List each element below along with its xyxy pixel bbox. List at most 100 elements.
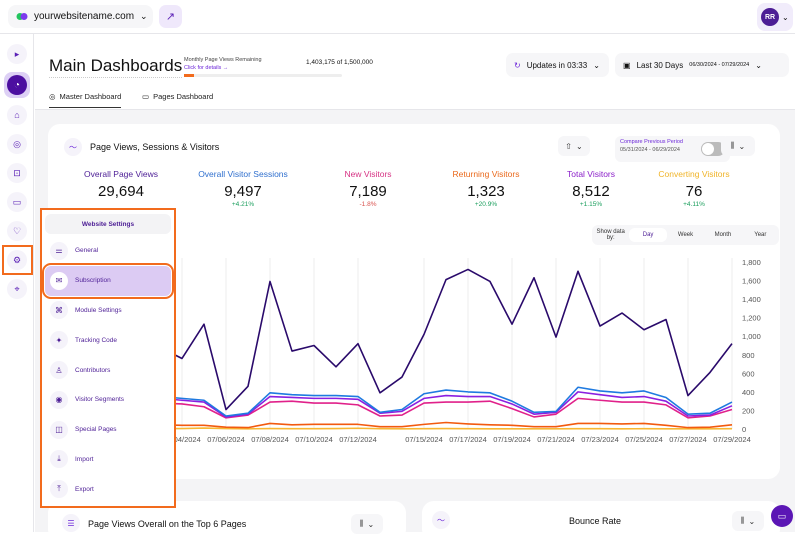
quota-progress-fill: [184, 74, 195, 77]
database-icon: ☰: [62, 514, 80, 532]
sidebar-item-recordings[interactable]: ⊡: [7, 163, 27, 183]
metric-change: +4.21%: [231, 201, 255, 208]
sidebar-item-store[interactable]: ⌂: [7, 105, 27, 125]
menu-item-label: Export: [75, 485, 94, 493]
user-menu[interactable]: RR ⌄: [757, 3, 793, 31]
bag-icon: ⌂: [14, 110, 20, 120]
menu-item-contributors[interactable]: ♙ Contributors: [42, 355, 174, 385]
y-tick-label: 1,600: [742, 277, 761, 286]
video-icon: ▭: [142, 92, 150, 101]
chevron-down-icon: ⌄: [782, 12, 789, 22]
website-settings-menu: Website Settings ⚌ General ✉ Subscription ⌘ M…: [40, 208, 176, 508]
card-title: Page Views Overall on the Top 6 Pages: [88, 519, 247, 529]
download-icon: ⤓: [50, 450, 68, 469]
chart-icon: 〜: [64, 138, 82, 156]
bounce-rate-card: 〜 Bounce Rate ⫼ ⌄: [422, 501, 780, 541]
spiral-icon: ◎: [13, 138, 21, 149]
menu-item-label: Tracking Code: [75, 336, 118, 344]
menu-item-module-settings[interactable]: ⌘ Module Settings: [42, 296, 174, 326]
chevron-down-icon: ⌄: [140, 11, 148, 21]
sidebar-item-location[interactable]: ⌖: [7, 279, 27, 299]
series-line-total-visitors: [159, 391, 733, 418]
x-tick-label: 07/10/2024: [295, 435, 333, 444]
series-line-returning-visitors: [159, 421, 733, 429]
show-by-month[interactable]: Month: [714, 232, 732, 238]
gear-icon: ⚙: [12, 254, 22, 265]
chat-icon: ▭: [12, 196, 22, 207]
metric-name: Returning Visitors: [452, 169, 520, 179]
card-title: Page Views, Sessions & Visitors: [90, 142, 220, 152]
collapse-button[interactable]: ▸: [7, 44, 27, 64]
play-circle-icon: ▸: [14, 48, 20, 59]
x-tick-label: 07/06/2024: [207, 435, 245, 444]
quota-label: Monthly Page Views Remaining: [184, 57, 262, 63]
metric-name: Total Visitors: [566, 169, 616, 179]
sidebar-item-chat[interactable]: ▭: [7, 192, 27, 212]
show-by-week[interactable]: Week: [677, 232, 694, 238]
sidebar-item-settings[interactable]: ⚙: [7, 250, 27, 270]
metric-change: +4.11%: [683, 201, 705, 208]
metric-2: New Visitors 7,189 -1.8%: [303, 169, 433, 208]
menu-item-tracking-code[interactable]: ✦ Tracking Code: [42, 325, 174, 355]
show-data-by: Show data by: Day Week Month Year: [592, 225, 779, 245]
x-tick-label: 07/04/2024: [163, 435, 201, 444]
metric-name: Overall Visitor Sessions: [198, 169, 288, 179]
menu-item-subscription[interactable]: ✉ Subscription: [42, 262, 174, 299]
sparkle-icon: ✦: [50, 331, 68, 350]
metric-0: Overall Page Views 29,694: [56, 169, 186, 201]
tab-label: Pages Dashboard: [153, 92, 214, 101]
menu-item-special-pages[interactable]: ◫ Special Pages: [42, 415, 174, 445]
export-button[interactable]: ⇧ ⌄: [558, 136, 590, 156]
compare-toggle[interactable]: [701, 142, 725, 156]
menu-item-label: Import: [75, 455, 94, 463]
show-by-day[interactable]: Day: [629, 228, 667, 242]
menu-item-export[interactable]: ⤒ Export: [42, 474, 174, 504]
menu-item-visitor-segments[interactable]: ◉ Visitor Segments: [42, 385, 174, 415]
updates-dropdown[interactable]: ↻ Updates in 03:33 ⌄: [506, 53, 609, 77]
site-logo-icon: [16, 12, 28, 21]
series-line-converting-visitors: [160, 427, 733, 430]
sliders-icon: ⫼: [740, 516, 745, 525]
line-chart: 07/04/2024 07/06/2024 07/08/2024 07/10/2024…: [159, 258, 761, 444]
external-link-icon: ↗: [165, 11, 176, 23]
metric-value: 29,694: [98, 183, 144, 200]
metric-value: 8,512: [572, 183, 610, 200]
sidebar-item-heatmaps[interactable]: ◎: [7, 134, 27, 154]
top-bar: yourwebsitename.com ⌄ ↗ RR ⌄: [0, 0, 795, 34]
sidebar-item-security[interactable]: ♡: [7, 221, 27, 241]
website-selector[interactable]: yourwebsitename.com ⌄: [8, 5, 153, 28]
user-icon: ♙: [50, 361, 68, 380]
range-dates: 06/30/2024 - 07/29/2024: [689, 62, 750, 68]
tab-pages-dashboard[interactable]: ▭ Pages Dashboard: [142, 92, 213, 101]
x-tick-label: 07/15/2024: [405, 435, 443, 444]
user-circle-icon: ◉: [50, 390, 68, 409]
envelope-icon: ✉: [50, 271, 68, 290]
y-tick-label: 200: [742, 406, 755, 415]
menu-item-import[interactable]: ⤓ Import: [42, 445, 174, 475]
show-by-label: Show data by:: [596, 229, 625, 241]
chevron-down-icon: ⌄: [755, 60, 762, 70]
dashboard-icon: ◔: [7, 75, 27, 95]
y-tick-label: 1,400: [742, 295, 761, 304]
quota-details-link[interactable]: Click for details →: [184, 65, 229, 71]
open-external-button[interactable]: ↗: [159, 5, 182, 28]
chart-settings-button[interactable]: ⫼ ⌄: [732, 511, 764, 531]
avatar: RR: [761, 8, 779, 26]
chart-settings-button[interactable]: ⫼ ⌄: [721, 136, 755, 156]
show-by-year[interactable]: Year: [754, 232, 767, 238]
tab-master-dashboard[interactable]: ◎ Master Dashboard: [49, 92, 122, 108]
website-name: yourwebsitename.com: [34, 11, 135, 22]
chat-button[interactable]: ▭: [771, 505, 793, 527]
date-range-dropdown[interactable]: ▣ Last 30 Days 06/30/2024 - 07/29/2024 ⌄: [615, 53, 789, 77]
x-tick-label: 07/17/2024: [449, 435, 487, 444]
x-tick-label: 07/27/2024: [669, 435, 707, 444]
chat-icon: ▭: [777, 510, 787, 521]
chart-settings-button[interactable]: ⫼ ⌄: [351, 514, 383, 534]
menu-item-general[interactable]: ⚌ General: [42, 236, 174, 266]
quota-value: 1,403,175 of 1,500,000: [306, 59, 373, 66]
y-tick-label: 1,000: [742, 332, 761, 341]
shield-icon: ♡: [12, 225, 22, 236]
sidebar-item-dashboard[interactable]: ◔: [4, 72, 30, 98]
upload-icon: ⤒: [50, 480, 68, 499]
chevron-down-icon: ⌄: [593, 60, 600, 70]
